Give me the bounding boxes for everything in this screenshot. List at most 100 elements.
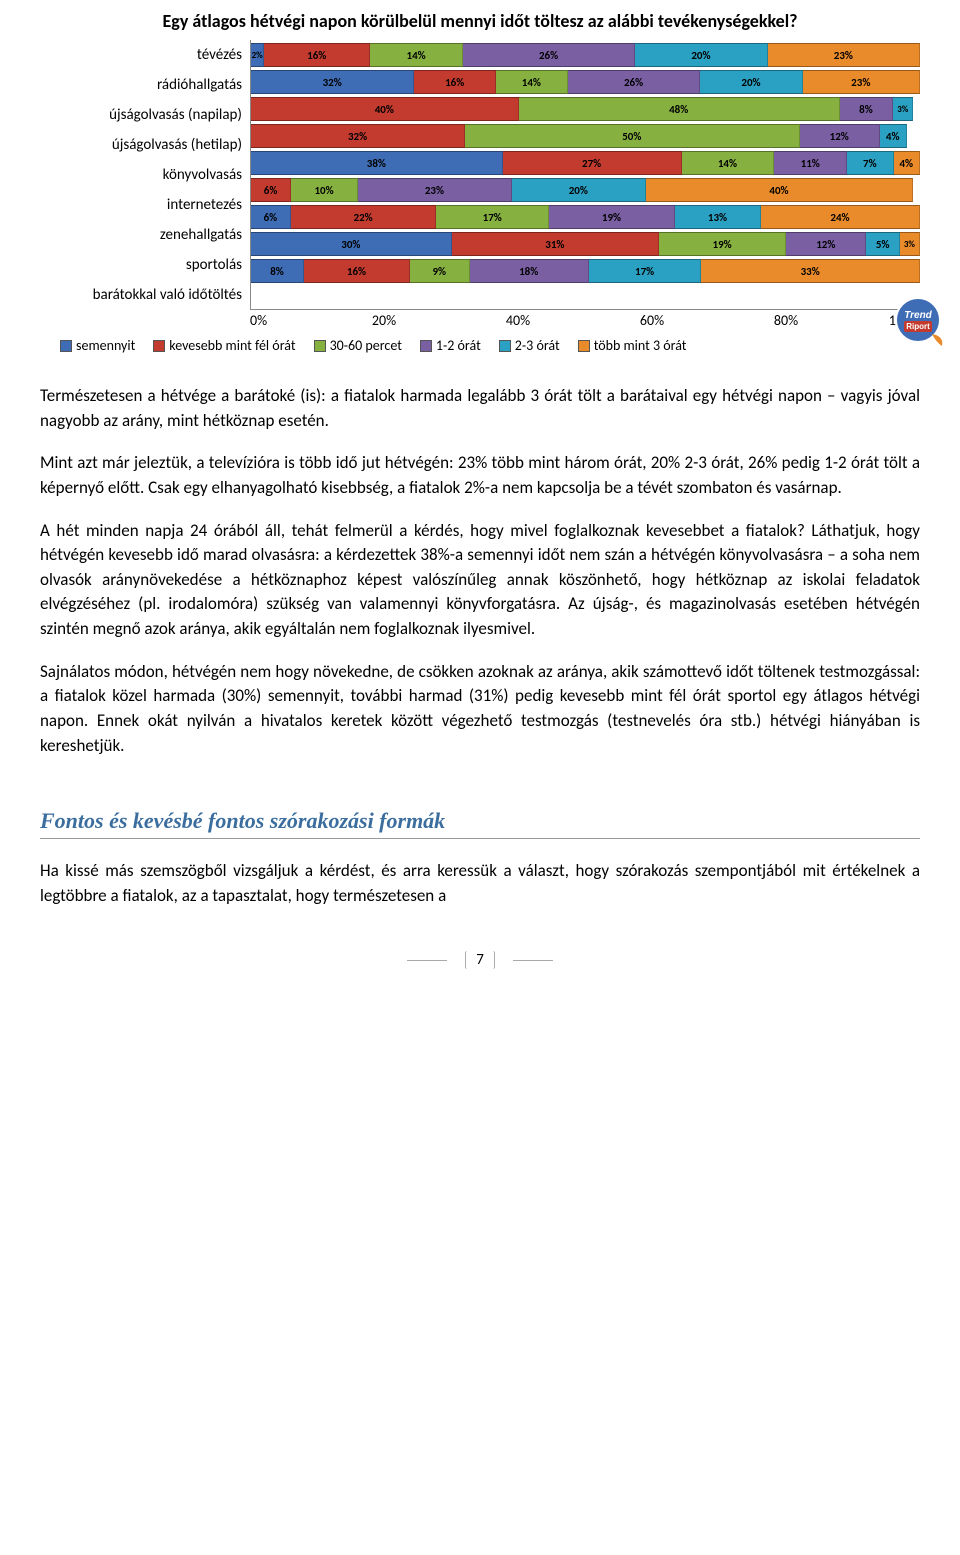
bar-segment: 38% xyxy=(251,151,503,175)
legend-swatch xyxy=(60,340,72,352)
bar-segment: 30% xyxy=(251,232,452,256)
legend-swatch xyxy=(314,340,326,352)
logo-top-text: Trend xyxy=(904,310,932,321)
x-tick: 20% xyxy=(317,312,451,329)
bar-segment: 8% xyxy=(840,97,894,121)
bar-segment: 12% xyxy=(800,124,880,148)
bar-segment: 48% xyxy=(519,97,840,121)
bar-segment: 26% xyxy=(568,70,701,94)
bar-segment: 40% xyxy=(646,178,914,202)
bar-segment: 32% xyxy=(251,70,414,94)
bar-segment: 11% xyxy=(774,151,847,175)
legend-swatch xyxy=(499,340,511,352)
legend-label: semennyit xyxy=(76,337,135,354)
bar-segment: 17% xyxy=(436,205,549,229)
bar-segment: 20% xyxy=(512,178,646,202)
bar-segment: 20% xyxy=(635,43,767,67)
y-label: rádióhallgatás xyxy=(40,70,242,100)
paragraph-2: Mint azt már jeleztük, a televízióra is … xyxy=(40,451,920,500)
page-footer: 7 xyxy=(40,949,920,971)
closing-paragraph: Ha kissé más szemszögből vizsgáljuk a ké… xyxy=(40,859,920,908)
bar-segment: 16% xyxy=(304,259,410,283)
bar-segment: 31% xyxy=(452,232,659,256)
bar-segment: 33% xyxy=(701,259,920,283)
bar-row: 6%10%23%20%40% xyxy=(251,178,920,202)
bar-segment: 23% xyxy=(358,178,512,202)
bar-segment: 40% xyxy=(251,97,519,121)
x-tick: 80% xyxy=(719,312,853,329)
bar-segment: 9% xyxy=(410,259,470,283)
bar-segment: 4% xyxy=(894,151,921,175)
bar-segment: 4% xyxy=(880,124,907,148)
page-number: 7 xyxy=(465,951,495,969)
bar-row: 38%27%14%11%7%4% xyxy=(251,151,920,175)
bar-row: 32%50%12%4% xyxy=(251,124,920,148)
y-label: könyvolvasás xyxy=(40,160,242,190)
logo-bottom-text: Riport xyxy=(906,322,930,331)
chart-y-labels: tévézésrádióhallgatásújságolvasás (napil… xyxy=(40,40,250,310)
bar-segment: 23% xyxy=(803,70,920,94)
chart-x-axis: 0%20%40%60%80%100% xyxy=(250,312,920,329)
legend-swatch xyxy=(420,340,432,352)
y-label: barátokkal való időtöltés xyxy=(40,280,242,310)
legend-label: 1-2 órát xyxy=(436,337,481,354)
paragraph-4: Sajnálatos módon, hétvégén nem hogy növe… xyxy=(40,660,920,759)
bar-segment: 14% xyxy=(496,70,568,94)
legend-swatch xyxy=(153,340,165,352)
bar-segment: 14% xyxy=(370,43,463,67)
bar-segment: 5% xyxy=(866,232,899,256)
bar-segment: 26% xyxy=(463,43,635,67)
bar-row: 8%16%9%18%17%33% xyxy=(251,259,920,283)
x-tick: 0% xyxy=(250,312,317,329)
bar-row: 40%48%8%3% xyxy=(251,97,920,121)
bar-segment: 3% xyxy=(893,97,913,121)
bar-segment: 16% xyxy=(264,43,370,67)
bar-segment: 19% xyxy=(659,232,786,256)
bar-segment: 2% xyxy=(251,43,264,67)
legend-item: 1-2 órát xyxy=(420,337,481,354)
x-tick: 40% xyxy=(451,312,585,329)
bar-segment: 14% xyxy=(682,151,775,175)
bar-segment: 22% xyxy=(291,205,437,229)
bar-segment: 50% xyxy=(465,124,800,148)
bar-segment: 12% xyxy=(786,232,866,256)
chart-legend: semennyit kevesebb mint fél órát 30-60 per… xyxy=(60,337,920,354)
x-tick: 60% xyxy=(585,312,719,329)
bar-row: 30%31%19%12%5%3% xyxy=(251,232,920,256)
legend-item: semennyit xyxy=(60,337,135,354)
bar-segment: 16% xyxy=(414,70,496,94)
section-heading: Fontos és kevésbé fontos szórakozási for… xyxy=(40,808,920,839)
bar-row: 32%16%14%26%20%23% xyxy=(251,70,920,94)
bar-segment: 17% xyxy=(589,259,702,283)
bar-segment: 19% xyxy=(549,205,675,229)
legend-item: kevesebb mint fél órát xyxy=(153,337,295,354)
legend-swatch xyxy=(578,340,590,352)
bar-segment: 20% xyxy=(700,70,802,94)
bar-segment: 10% xyxy=(291,178,358,202)
legend-item: 2-3 órát xyxy=(499,337,560,354)
bar-row: 2%16%14%26%20%23% xyxy=(251,43,920,67)
legend-label: több mint 3 órát xyxy=(594,337,687,354)
bar-segment: 3% xyxy=(900,232,920,256)
chart-bars-area: 2%16%14%26%20%23%32%16%14%26%20%23%40%48… xyxy=(250,40,920,310)
weekend-activities-chart: Egy átlagos hétvégi napon körülbelül men… xyxy=(40,10,920,354)
legend-label: kevesebb mint fél órát xyxy=(169,337,295,354)
y-label: internetezés xyxy=(40,190,242,220)
bar-segment: 7% xyxy=(847,151,893,175)
trend-riport-logo: Trend Riport xyxy=(892,294,950,357)
bar-row: 6%22%17%19%13%24% xyxy=(251,205,920,229)
bar-segment: 6% xyxy=(251,178,291,202)
paragraph-3: A hét minden napja 24 órából áll, tehát … xyxy=(40,519,920,642)
y-label: zenehallgatás xyxy=(40,220,242,250)
bar-segment: 23% xyxy=(768,43,920,67)
bar-segment: 24% xyxy=(761,205,920,229)
chart-title: Egy átlagos hétvégi napon körülbelül men… xyxy=(40,10,920,32)
legend-label: 2-3 órát xyxy=(515,337,560,354)
y-label: sportolás xyxy=(40,250,242,280)
bar-segment: 13% xyxy=(675,205,761,229)
legend-item: 30-60 percet xyxy=(314,337,402,354)
chart-body: tévézésrádióhallgatásújságolvasás (napil… xyxy=(40,40,920,310)
y-label: újságolvasás (napilap) xyxy=(40,100,242,130)
legend-label: 30-60 percet xyxy=(330,337,402,354)
y-label: tévézés xyxy=(40,40,242,70)
